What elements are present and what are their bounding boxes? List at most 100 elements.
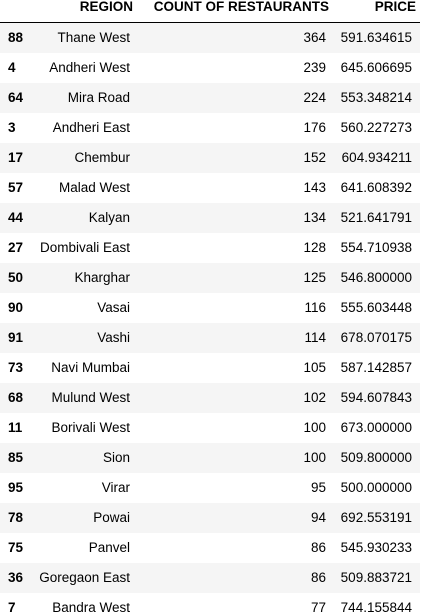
row-index: 95 bbox=[8, 480, 24, 495]
row-index: 57 bbox=[8, 180, 24, 195]
row-index: 7 bbox=[8, 600, 16, 613]
table-row: 17 Chembur 152 604.934211 bbox=[0, 142, 420, 173]
price-cell: 509.883721 bbox=[340, 570, 412, 585]
price-cell: 744.155844 bbox=[340, 600, 412, 613]
table-row: 50 Kharghar 125 546.800000 bbox=[0, 262, 420, 293]
restaurant-count-cell: 116 bbox=[304, 300, 326, 315]
price-cell: 678.070175 bbox=[340, 330, 412, 345]
region-cell: Bandra West bbox=[52, 600, 130, 613]
region-cell: Kalyan bbox=[88, 210, 130, 225]
restaurant-count-cell: 152 bbox=[303, 150, 326, 165]
restaurant-count-cell: 105 bbox=[303, 360, 326, 375]
row-index: 44 bbox=[8, 210, 24, 225]
column-header-price: PRICE bbox=[333, 0, 420, 23]
restaurant-count-cell: 176 bbox=[303, 120, 326, 135]
price-cell: 641.608392 bbox=[340, 180, 412, 195]
table-row: 11 Borivali West 100 673.000000 bbox=[0, 412, 420, 443]
table-row: 7 Bandra West 77 744.155844 bbox=[0, 592, 420, 613]
restaurant-count-cell: 100 bbox=[303, 420, 326, 435]
price-cell: 545.930233 bbox=[340, 540, 412, 555]
row-index: 91 bbox=[8, 330, 24, 345]
restaurant-count-cell: 86 bbox=[310, 570, 326, 585]
restaurant-count-cell: 77 bbox=[310, 600, 326, 613]
price-cell: 554.710938 bbox=[340, 240, 412, 255]
table-body: 88 Thane West 364 591.634615 4 Andheri West 23… bbox=[0, 22, 420, 613]
restaurant-count-cell: 143 bbox=[303, 180, 326, 195]
table-row: 85 Sion 100 509.800000 bbox=[0, 442, 420, 473]
column-header-region: REGION bbox=[33, 0, 137, 23]
row-index: 68 bbox=[8, 390, 24, 405]
table-row: 78 Powai 94 692.553191 bbox=[0, 502, 420, 533]
table-row: 91 Vashi 114 678.070175 bbox=[0, 322, 420, 353]
region-cell: Mulund West bbox=[51, 390, 130, 405]
restaurant-count-cell: 239 bbox=[303, 60, 326, 75]
table-row: 68 Mulund West 102 594.607843 bbox=[0, 382, 420, 413]
price-cell: 555.603448 bbox=[340, 300, 412, 315]
region-cell: Kharghar bbox=[74, 270, 130, 285]
restaurant-count-cell: 128 bbox=[303, 240, 326, 255]
price-cell: 692.553191 bbox=[340, 510, 412, 525]
region-cell: Borivali West bbox=[51, 420, 130, 435]
region-cell: Chembur bbox=[74, 150, 130, 165]
table-row: 57 Malad West 143 641.608392 bbox=[0, 172, 420, 203]
table-row: 36 Goregaon East 86 509.883721 bbox=[0, 562, 420, 593]
restaurant-count-cell: 86 bbox=[310, 540, 326, 555]
row-index: 85 bbox=[8, 450, 24, 465]
table-row: 95 Virar 95 500.000000 bbox=[0, 472, 420, 503]
region-cell: Virar bbox=[101, 480, 130, 495]
header-row: REGION COUNT OF RESTAURANTS PRICE bbox=[0, 0, 420, 23]
restaurant-count-cell: 100 bbox=[303, 450, 326, 465]
price-cell: 521.641791 bbox=[340, 210, 412, 225]
table-row: 64 Mira Road 224 553.348214 bbox=[0, 82, 420, 113]
restaurant-count-cell: 114 bbox=[304, 330, 326, 345]
price-cell: 587.142857 bbox=[340, 360, 412, 375]
row-index: 78 bbox=[8, 510, 24, 525]
region-cell: Powai bbox=[93, 510, 130, 525]
region-cell: Dombivali East bbox=[39, 240, 130, 255]
region-cell: Andheri West bbox=[49, 60, 130, 75]
region-cell: Vasai bbox=[97, 300, 130, 315]
region-cell: Sion bbox=[102, 450, 130, 465]
restaurant-count-cell: 134 bbox=[303, 210, 326, 225]
table-row: 4 Andheri West 239 645.606695 bbox=[0, 52, 420, 83]
table-header: REGION COUNT OF RESTAURANTS PRICE bbox=[0, 0, 420, 23]
region-cell: Thane West bbox=[57, 30, 130, 46]
restaurant-count-cell: 224 bbox=[303, 90, 326, 105]
column-header-count: COUNT OF RESTAURANTS bbox=[137, 0, 333, 23]
restaurant-count-cell: 102 bbox=[303, 390, 326, 405]
table-row: 75 Panvel 86 545.930233 bbox=[0, 532, 420, 563]
table-row: 73 Navi Mumbai 105 587.142857 bbox=[0, 352, 420, 383]
row-index: 17 bbox=[8, 150, 24, 165]
price-cell: 591.634615 bbox=[340, 30, 412, 46]
table-row: 44 Kalyan 134 521.641791 bbox=[0, 202, 420, 233]
region-cell: Panvel bbox=[88, 540, 130, 555]
region-cell: Malad West bbox=[58, 180, 130, 195]
price-cell: 553.348214 bbox=[340, 90, 412, 105]
row-index: 90 bbox=[8, 300, 24, 315]
row-index: 73 bbox=[8, 360, 24, 375]
row-index: 64 bbox=[8, 90, 24, 105]
price-cell: 673.000000 bbox=[340, 420, 412, 435]
region-cell: Vashi bbox=[97, 330, 130, 345]
region-cell: Andheri East bbox=[52, 120, 130, 135]
row-index: 36 bbox=[8, 570, 24, 585]
table-row: 3 Andheri East 176 560.227273 bbox=[0, 112, 420, 143]
table-row: 27 Dombivali East 128 554.710938 bbox=[0, 232, 420, 263]
row-index: 3 bbox=[8, 120, 16, 135]
row-index: 11 bbox=[8, 420, 23, 435]
region-cell: Navi Mumbai bbox=[51, 360, 130, 375]
row-index: 27 bbox=[8, 240, 24, 255]
table-row: 90 Vasai 116 555.603448 bbox=[0, 292, 420, 323]
price-cell: 546.800000 bbox=[340, 270, 412, 285]
price-cell: 594.607843 bbox=[340, 390, 412, 405]
table-row: 88 Thane West 364 591.634615 bbox=[0, 22, 420, 53]
restaurant-count-cell: 95 bbox=[310, 480, 326, 495]
row-index: 88 bbox=[8, 30, 24, 46]
restaurant-count-cell: 364 bbox=[303, 30, 326, 46]
price-cell: 500.000000 bbox=[340, 480, 412, 495]
price-cell: 560.227273 bbox=[340, 120, 412, 135]
restaurant-count-cell: 94 bbox=[310, 510, 326, 525]
price-cell: 604.934211 bbox=[341, 150, 412, 165]
